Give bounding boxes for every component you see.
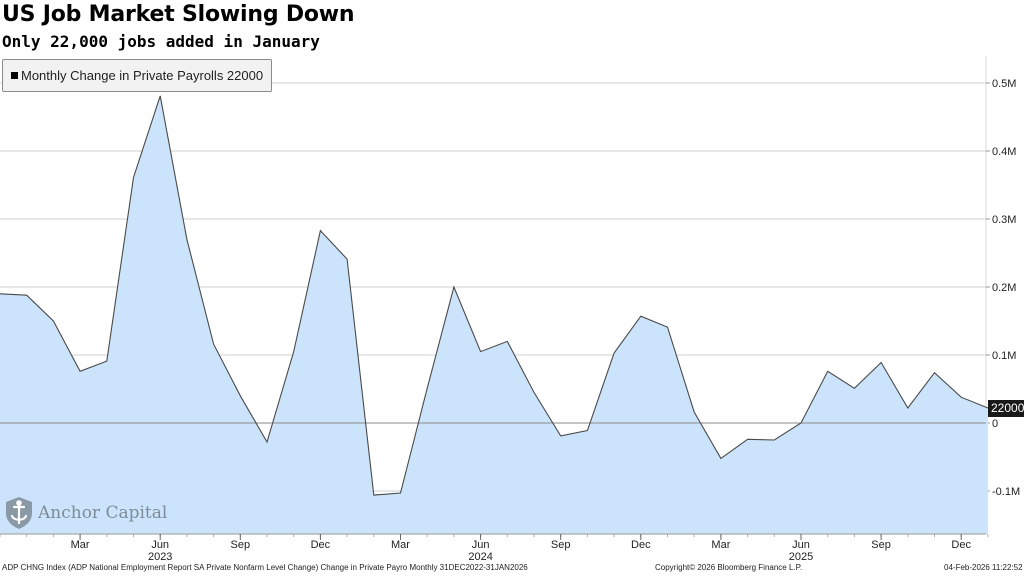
- x-tick-label: Dec: [951, 539, 971, 551]
- y-tick-label: 0.3M: [992, 214, 1016, 226]
- area-fill: [0, 95, 988, 535]
- y-tick-label: 0.2M: [992, 282, 1016, 294]
- x-tick-label: Jun: [151, 539, 169, 551]
- anchor-shield-icon: [6, 497, 32, 529]
- x-year-label: 2024: [468, 551, 492, 563]
- y-tick-label: 0: [992, 418, 998, 430]
- y-tick-label: -0.1M: [992, 486, 1020, 498]
- x-tick-label: Mar: [71, 539, 90, 551]
- x-tick-label: Jun: [472, 539, 490, 551]
- source-note: ADP CHNG Index (ADP National Employment …: [2, 563, 528, 572]
- x-tick-label: Sep: [871, 539, 891, 551]
- x-tick-label: Sep: [231, 539, 251, 551]
- x-tick-label: Sep: [551, 539, 571, 551]
- x-tick-label: Dec: [311, 539, 331, 551]
- chart-subtitle: Only 22,000 jobs added in January: [2, 32, 320, 51]
- series-line: [0, 95, 989, 496]
- x-tick-label: Jun: [792, 539, 810, 551]
- legend-swatch-icon: [11, 72, 18, 79]
- chart-title: US Job Market Slowing Down: [2, 2, 355, 27]
- legend[interactable]: Monthly Change in Private Payrolls 22000: [2, 59, 273, 92]
- x-tick-label: Mar: [391, 539, 410, 551]
- x-year-label: 2025: [789, 551, 813, 563]
- x-tick-label: Mar: [711, 539, 730, 551]
- anchor-capital-logo: Anchor Capital: [4, 496, 167, 530]
- y-tick-label: 0.5M: [992, 78, 1016, 90]
- legend-label: Monthly Change in Private Payrolls 22000: [21, 68, 264, 83]
- y-tick-label: 0.1M: [992, 350, 1016, 362]
- logo-text: Anchor Capital: [38, 503, 168, 523]
- timestamp: 04-Feb-2026 11:22:52: [944, 563, 1023, 572]
- y-tick-label: 0.4M: [992, 146, 1016, 158]
- x-year-label: 2023: [148, 551, 172, 563]
- x-tick-label: Dec: [631, 539, 651, 551]
- copyright-note: Copyright© 2026 Bloomberg Finance L.P.: [655, 563, 803, 572]
- last-value-label: 22000: [988, 400, 1024, 417]
